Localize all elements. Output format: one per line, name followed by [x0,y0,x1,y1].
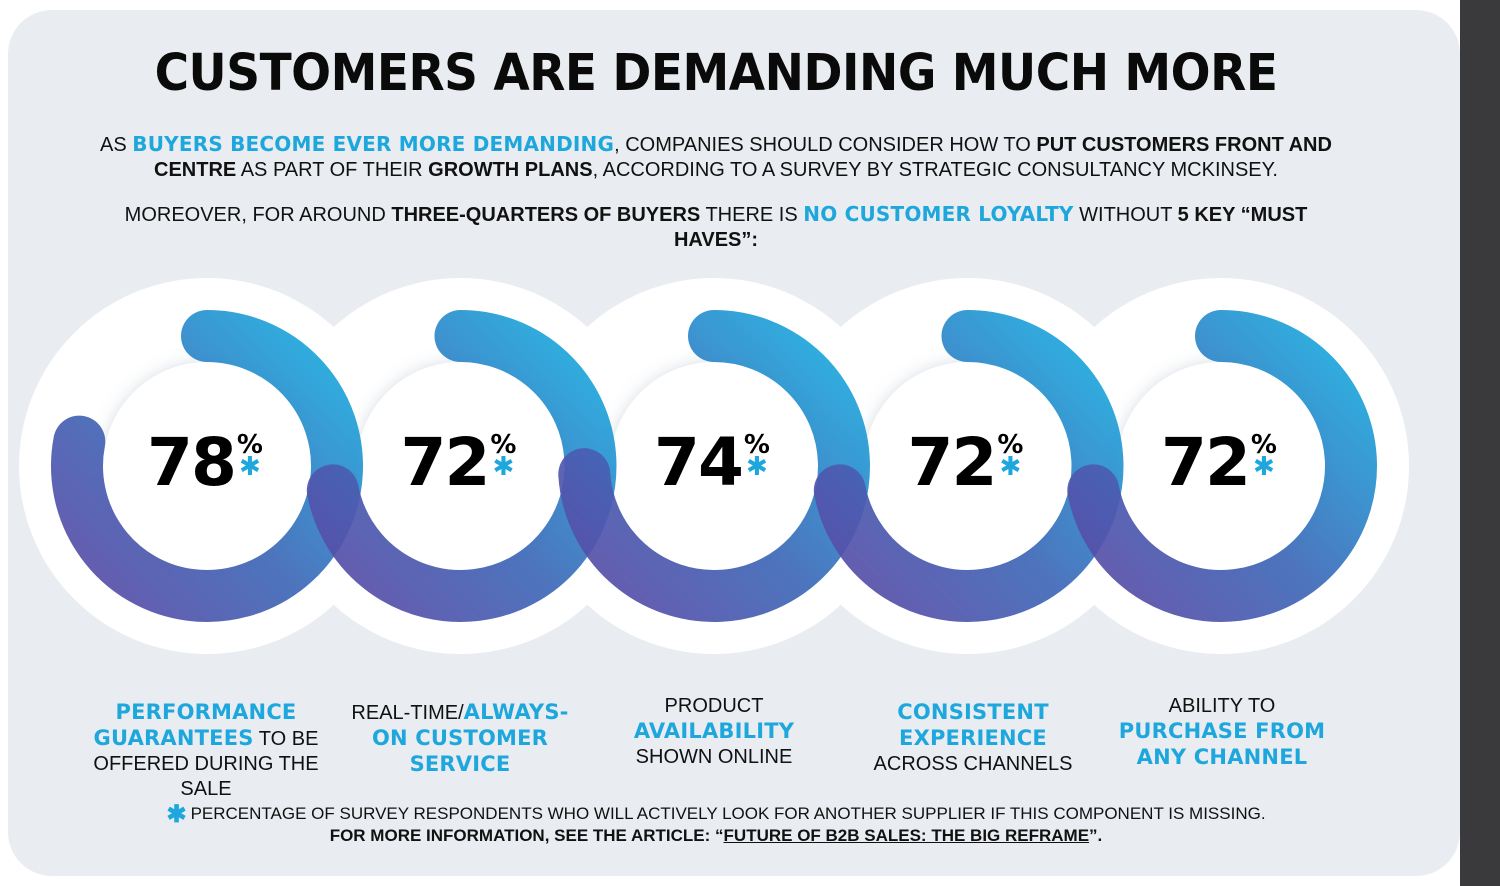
donut-arc [1067,310,1377,622]
donut-arc [813,310,1124,622]
percent-sign: % ✱ [997,430,1024,482]
percent-number: 72 [400,424,491,501]
percent-sign: % ✱ [743,430,770,482]
label-highlight: PERFORMANCE [115,700,297,724]
intro-bold: THREE-QUARTERS OF BUYERS [391,204,701,226]
intro-bold: 5 KEY “MUST HAVES”: [673,204,1308,251]
label-highlight: ON CUSTOMER [371,726,549,750]
donut-arc [558,310,870,622]
label-highlight: ALWAYS- [463,700,569,724]
label-text: TO BE [253,728,319,750]
label-text: OFFERED DURING THE SALE [93,753,319,800]
article-link[interactable]: FUTURE OF B2B SALES: THE BIG REFRAME [723,826,1090,845]
donut-center [1117,362,1325,570]
intro-bold: PUT CUSTOMERS FRONT AND [1036,134,1332,156]
intro-text: THERE IS [700,204,804,226]
asterisk-icon: ✱ [1252,452,1275,482]
label-text: ACROSS CHANNELS [873,753,1073,775]
intro-text: WITHOUT [1073,204,1178,226]
intro-highlight: BUYERS BECOME EVER MORE DEMANDING [132,132,615,156]
asterisk-icon: ✱ [745,452,768,482]
donut-arc [306,310,617,622]
label-consistent-experience: CONSISTENT EXPERIENCE ACROSS CHANNELS [843,700,1103,777]
percent-value: 72% ✱ [379,428,539,498]
footnote: ✱ PERCENTAGE OF SURVEY RESPONDENTS WHO WI… [100,803,1332,846]
percent-value: 74% ✱ [632,428,792,498]
percent-value: 72% ✱ [886,428,1046,498]
intro-bold: CENTRE [154,159,237,181]
label-purchase-any-channel: ABILITY TO PURCHASE FROM ANY CHANNEL [1092,694,1352,771]
label-performance-guarantees: PERFORMANCE GUARANTEES TO BE OFFERED DUR… [76,700,336,802]
asterisk-icon: ✱ [999,452,1022,482]
label-text: SHOWN ONLINE [635,746,793,768]
percent-sign: % ✱ [1250,430,1277,482]
percent-number: 74 [654,424,744,501]
label-highlight: ANY CHANNEL [1136,745,1308,769]
intro-text: MOREOVER, FOR AROUND [124,204,392,226]
intro-highlight: NO CUSTOMER LOYALTY [803,202,1074,226]
label-highlight: EXPERIENCE [899,726,1047,750]
donut-center [863,362,1072,570]
donut-center [103,362,311,570]
label-text: ABILITY TO [1168,695,1276,717]
right-edge-bar [1460,0,1500,886]
percent-number: 78 [147,424,237,501]
asterisk-icon: ✱ [238,452,261,482]
intro-loyalty-line: MOREOVER, FOR AROUND THREE-QUARTERS OF B… [100,202,1332,253]
percent-sign: % ✱ [236,430,263,482]
label-always-on-service: REAL-TIME/ALWAYS- ON CUSTOMER SERVICE [330,700,590,778]
intro-text: AS PART OF THEIR [236,159,429,181]
asterisk-icon: ✱ [166,801,187,828]
label-text: PRODUCT [664,695,764,717]
label-highlight: GUARANTEES [93,726,254,750]
intro-text: , ACCORDING TO A SURVEY BY STRATEGIC CON… [592,159,1278,181]
intro-text: AS [100,134,133,156]
label-product-availability: PRODUCT AVAILABILITY SHOWN ONLINE [584,694,844,770]
label-highlight: SERVICE [409,752,511,776]
percent-number: 72 [907,424,998,501]
label-highlight: CONSISTENT [897,700,1049,724]
percent-number: 72 [1161,424,1251,501]
percent-sign: % ✱ [490,430,517,482]
label-highlight: AVAILABILITY [633,719,795,743]
donut-center [610,362,818,570]
footnote-text: PERCENTAGE OF SURVEY RESPONDENTS WHO WIL… [190,804,1266,823]
intro-paragraph: AS BUYERS BECOME EVER MORE DEMANDING, CO… [100,132,1332,183]
intro-bold: GROWTH PLANS [428,159,593,181]
footnote-more-info: FOR MORE INFORMATION, SEE THE ARTICLE: “ [329,826,724,845]
page-title: CUSTOMERS ARE DEMANDING MUCH MORE [154,43,1278,104]
donut-arc [51,310,363,622]
label-text: REAL-TIME/ [351,702,464,724]
label-highlight: PURCHASE FROM [1118,719,1326,743]
asterisk-icon: ✱ [492,452,515,482]
footnote-end: ”. [1089,826,1103,845]
percent-value: 78% ✱ [125,428,285,498]
percent-value: 72% ✱ [1139,428,1299,498]
intro-text: , COMPANIES SHOULD CONSIDER HOW TO [614,134,1037,156]
donut-center [356,362,565,570]
